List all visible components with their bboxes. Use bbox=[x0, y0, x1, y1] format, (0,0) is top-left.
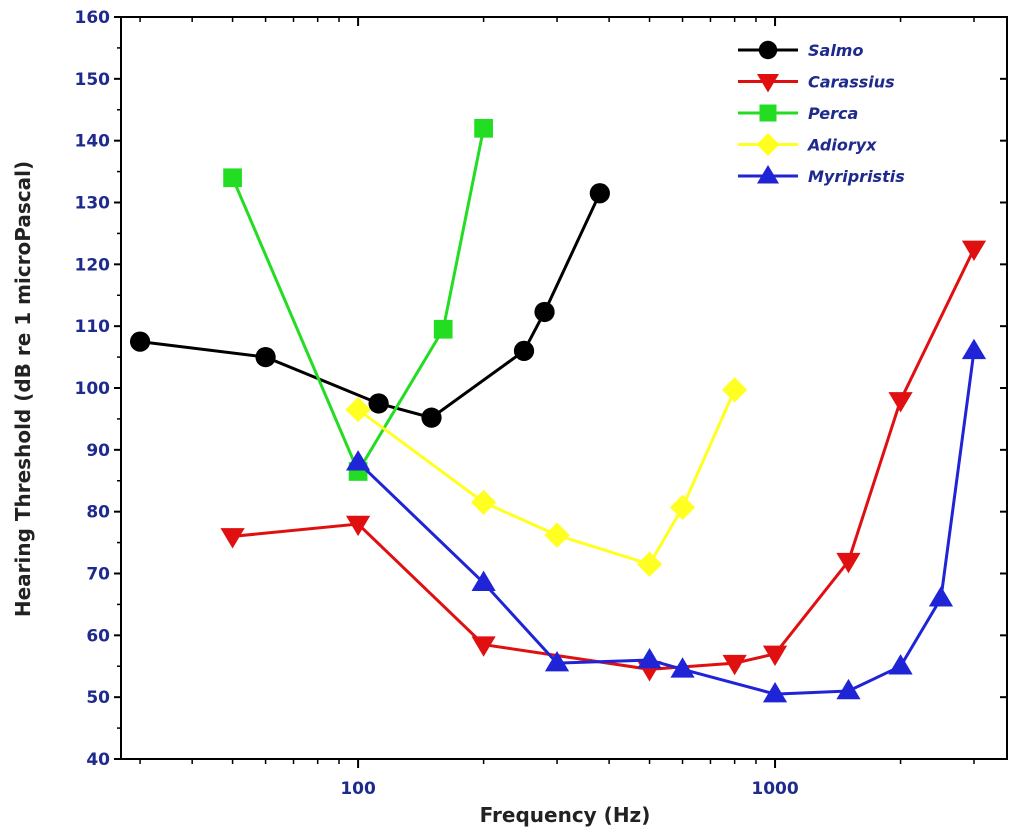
x-tick-label: 1000 bbox=[751, 779, 798, 799]
series-line-carassius bbox=[232, 248, 976, 671]
data-point-adioryx bbox=[470, 489, 497, 516]
data-point-carassius bbox=[722, 654, 747, 676]
data-point-myripristis bbox=[345, 450, 371, 471]
legend-marker-perca bbox=[759, 104, 777, 122]
x-axis-title: Frequency (Hz) bbox=[480, 803, 651, 827]
legend-label-carassius: Carassius bbox=[808, 73, 895, 92]
legend-marker-adioryx bbox=[756, 133, 780, 156]
data-point-myripristis bbox=[637, 647, 662, 669]
data-point-adioryx bbox=[544, 522, 570, 548]
data-point-adioryx bbox=[721, 377, 748, 403]
axes bbox=[120, 16, 1008, 760]
series-myripristis bbox=[345, 338, 987, 703]
data-point-myripristis bbox=[670, 657, 695, 678]
data-point-myripristis bbox=[961, 338, 987, 360]
data-point-myripristis bbox=[836, 678, 861, 700]
series-carassius bbox=[220, 240, 987, 682]
data-point-adioryx bbox=[636, 551, 663, 577]
y-axis-title: Hearing Threshold (dB re 1 microPascal) bbox=[11, 161, 35, 617]
data-point-adioryx bbox=[669, 494, 696, 520]
legend-item-salmo: Salmo bbox=[738, 40, 863, 60]
y-tick-label: 130 bbox=[75, 194, 111, 214]
series-perca bbox=[223, 118, 493, 481]
series-salmo bbox=[129, 183, 610, 428]
y-axis-ticks: 40 50 60 70 80 90 100 110 120 130 140 150 160 bbox=[75, 8, 1007, 770]
legend-label-adioryx: Adioryx bbox=[806, 136, 877, 155]
legend-marker-salmo bbox=[758, 40, 778, 60]
data-point-myripristis bbox=[544, 651, 570, 672]
y-tick-label: 150 bbox=[75, 70, 111, 90]
data-point-salmo bbox=[368, 393, 389, 414]
y-tick-label: 40 bbox=[86, 750, 110, 770]
plot-series bbox=[129, 118, 987, 703]
data-point-myripristis bbox=[888, 654, 913, 675]
data-point-carassius bbox=[961, 240, 987, 261]
x-axis-ticks: 100 1000 bbox=[139, 17, 975, 799]
legend-label-salmo: Salmo bbox=[808, 41, 863, 60]
data-point-salmo bbox=[129, 331, 151, 352]
y-tick-label: 80 bbox=[86, 503, 110, 523]
data-point-salmo bbox=[534, 301, 555, 323]
data-point-perca bbox=[474, 118, 493, 138]
series-line-perca bbox=[231, 128, 486, 475]
legend-item-adioryx: Adioryx bbox=[738, 133, 877, 156]
legend-label-myripristis: Myripristis bbox=[808, 167, 905, 186]
legend-item-carassius: Carassius bbox=[738, 73, 895, 93]
data-point-salmo bbox=[589, 183, 610, 204]
y-tick-label: 110 bbox=[75, 317, 111, 337]
legend-item-myripristis: Myripristis bbox=[738, 165, 905, 186]
legend-marker-myripristis bbox=[757, 165, 779, 184]
legend: Salmo Carassius Perca Adioryx Myripristis bbox=[738, 40, 905, 186]
x-tick-label: 100 bbox=[340, 779, 376, 799]
plot-frame bbox=[120, 16, 1008, 760]
y-tick-label: 120 bbox=[75, 255, 111, 275]
data-point-salmo bbox=[421, 407, 442, 428]
data-point-myripristis bbox=[762, 681, 788, 703]
legend-label-perca: Perca bbox=[808, 104, 858, 123]
y-tick-label: 60 bbox=[86, 626, 110, 646]
series-line-myripristis bbox=[357, 350, 976, 696]
series-line-salmo bbox=[139, 192, 602, 420]
data-point-carassius bbox=[220, 528, 245, 549]
y-tick-label: 160 bbox=[75, 8, 111, 28]
data-point-salmo bbox=[513, 340, 535, 362]
y-tick-label: 90 bbox=[86, 441, 110, 461]
legend-item-perca: Perca bbox=[738, 104, 858, 123]
series-adioryx bbox=[345, 377, 748, 577]
data-point-carassius bbox=[836, 552, 861, 574]
data-point-carassius bbox=[888, 392, 913, 413]
series-line-adioryx bbox=[357, 389, 737, 567]
y-tick-label: 70 bbox=[86, 565, 110, 585]
data-point-carassius bbox=[762, 645, 788, 666]
data-point-perca bbox=[433, 319, 453, 339]
data-point-adioryx bbox=[345, 396, 371, 423]
y-tick-label: 100 bbox=[75, 379, 111, 399]
y-tick-label: 140 bbox=[75, 132, 111, 152]
y-tick-label: 50 bbox=[86, 688, 110, 708]
data-point-myripristis bbox=[471, 570, 496, 592]
data-point-salmo bbox=[255, 346, 276, 368]
legend-marker-carassius bbox=[757, 74, 779, 93]
data-point-carassius bbox=[471, 636, 496, 657]
data-point-perca bbox=[223, 168, 242, 188]
data-point-myripristis bbox=[928, 586, 954, 607]
data-point-carassius bbox=[345, 515, 371, 537]
